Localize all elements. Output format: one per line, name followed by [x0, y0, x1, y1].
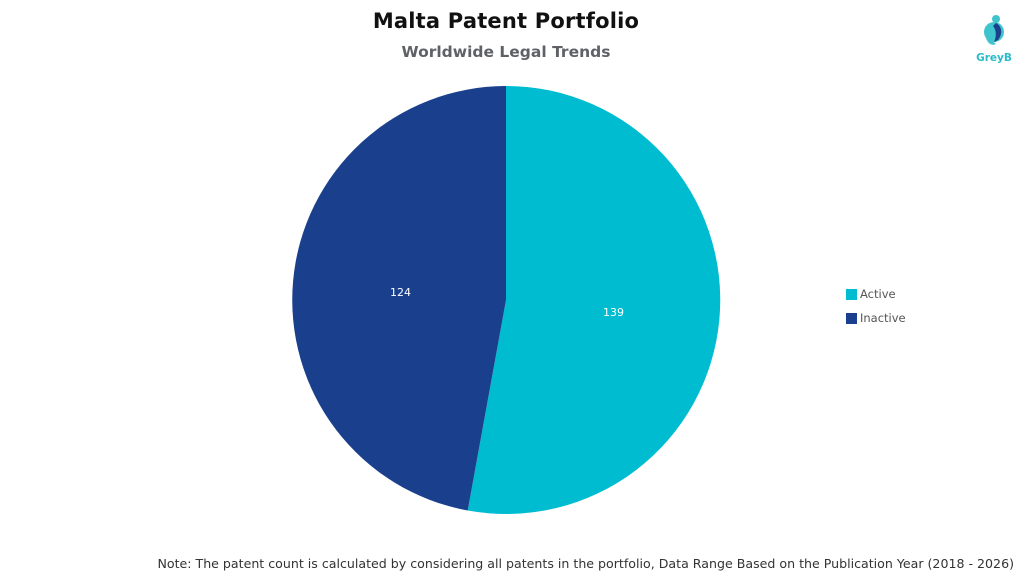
legend-label-active: Active	[860, 287, 896, 301]
legend-item-active[interactable]: Active	[846, 282, 906, 306]
legend: Active Inactive	[846, 282, 906, 330]
greyb-logo: GreyB	[974, 10, 1014, 66]
slice-label-inactive: 124	[390, 286, 411, 299]
slice-label-active: 139	[603, 306, 624, 319]
chart-title: Malta Patent Portfolio	[372, 9, 640, 33]
footer-note: Note: The patent count is calculated by …	[157, 556, 1014, 571]
logo-text: GreyB	[976, 52, 1012, 64]
pie-slice-active[interactable]	[467, 85, 721, 514]
legend-item-inactive[interactable]: Inactive	[846, 306, 906, 330]
legend-swatch-active	[846, 288, 857, 300]
legend-label-inactive: Inactive	[860, 311, 906, 325]
greyb-logo-icon	[984, 15, 1004, 45]
legend-swatch-inactive	[846, 312, 857, 324]
chart-subtitle: Worldwide Legal Trends	[401, 43, 611, 61]
pie-slice-inactive[interactable]	[292, 86, 506, 511]
